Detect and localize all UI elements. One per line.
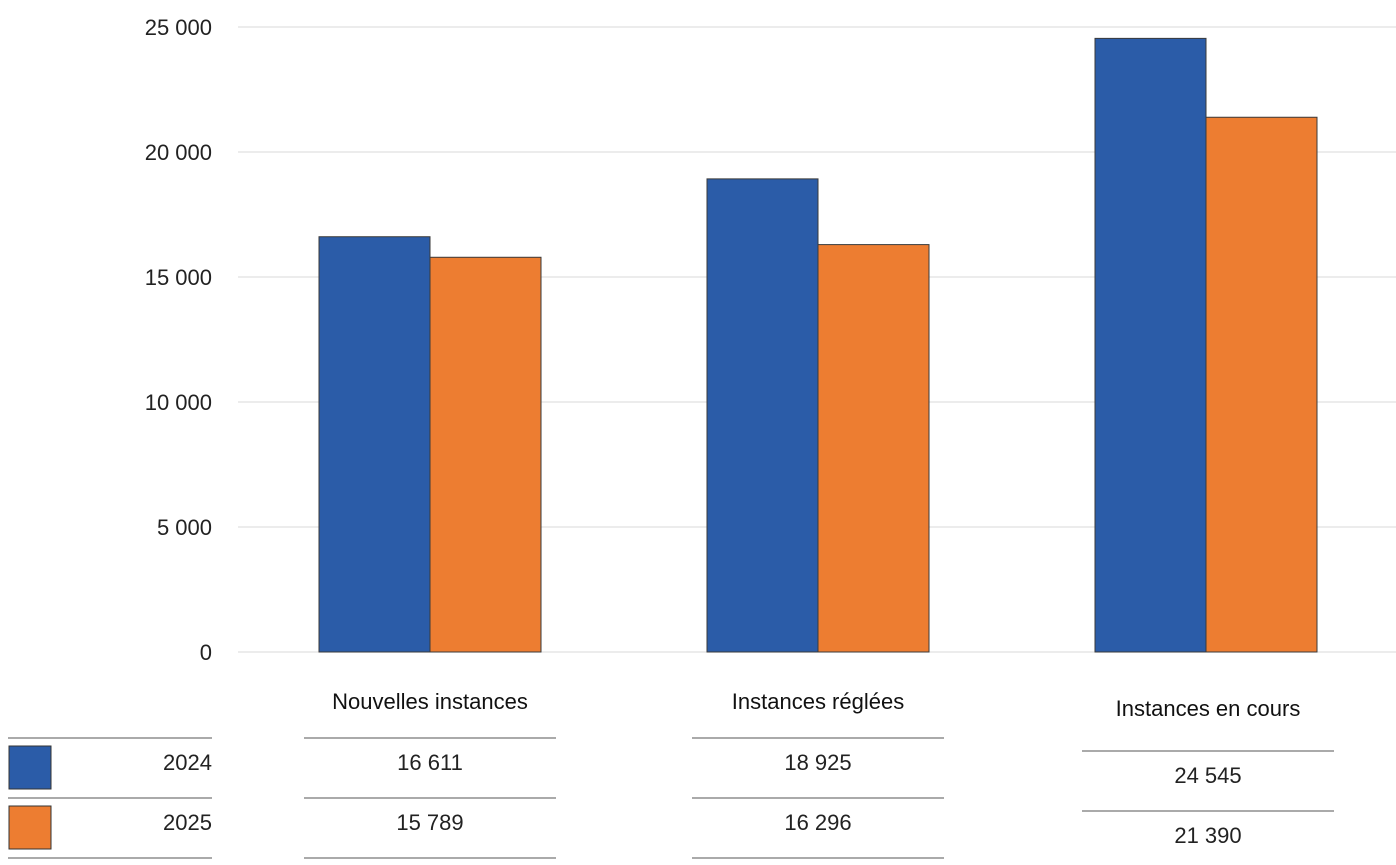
table-cell: 21 390 [1174, 823, 1241, 848]
bar-2025-1 [429, 256, 542, 653]
data-table: Nouvelles instances Instances réglées Inst… [8, 689, 1334, 859]
bar-2024-1 [318, 236, 431, 653]
table-cell: 24 545 [1174, 763, 1241, 788]
table-cell: 15 789 [396, 810, 463, 835]
y-tick-label: 10 000 [145, 390, 212, 415]
bar-2024-2 [706, 178, 819, 653]
bars [318, 37, 1318, 653]
category-label: Instances en cours [1116, 696, 1301, 721]
y-tick-label: 20 000 [145, 140, 212, 165]
bar-2024-3 [1094, 37, 1207, 653]
y-tick-label: 15 000 [145, 265, 212, 290]
y-tick-label: 0 [200, 640, 212, 665]
y-tick-label: 25 000 [145, 15, 212, 40]
table-cell: 18 925 [784, 750, 851, 775]
bar-2025-3 [1205, 116, 1318, 653]
bar-2025-2 [817, 244, 930, 653]
y-axis: 0 5 000 10 000 15 000 20 000 25 000 [145, 15, 212, 665]
category-label: Nouvelles instances [332, 689, 528, 714]
legend-label: 2024 [163, 750, 212, 775]
legend-swatch-2024 [8, 745, 52, 790]
legend-swatch-2025 [8, 805, 52, 850]
category-label: Instances réglées [732, 689, 904, 714]
table-cell: 16 296 [784, 810, 851, 835]
y-tick-label: 5 000 [157, 515, 212, 540]
legend-label: 2025 [163, 810, 212, 835]
table-cell: 16 611 [397, 750, 463, 775]
